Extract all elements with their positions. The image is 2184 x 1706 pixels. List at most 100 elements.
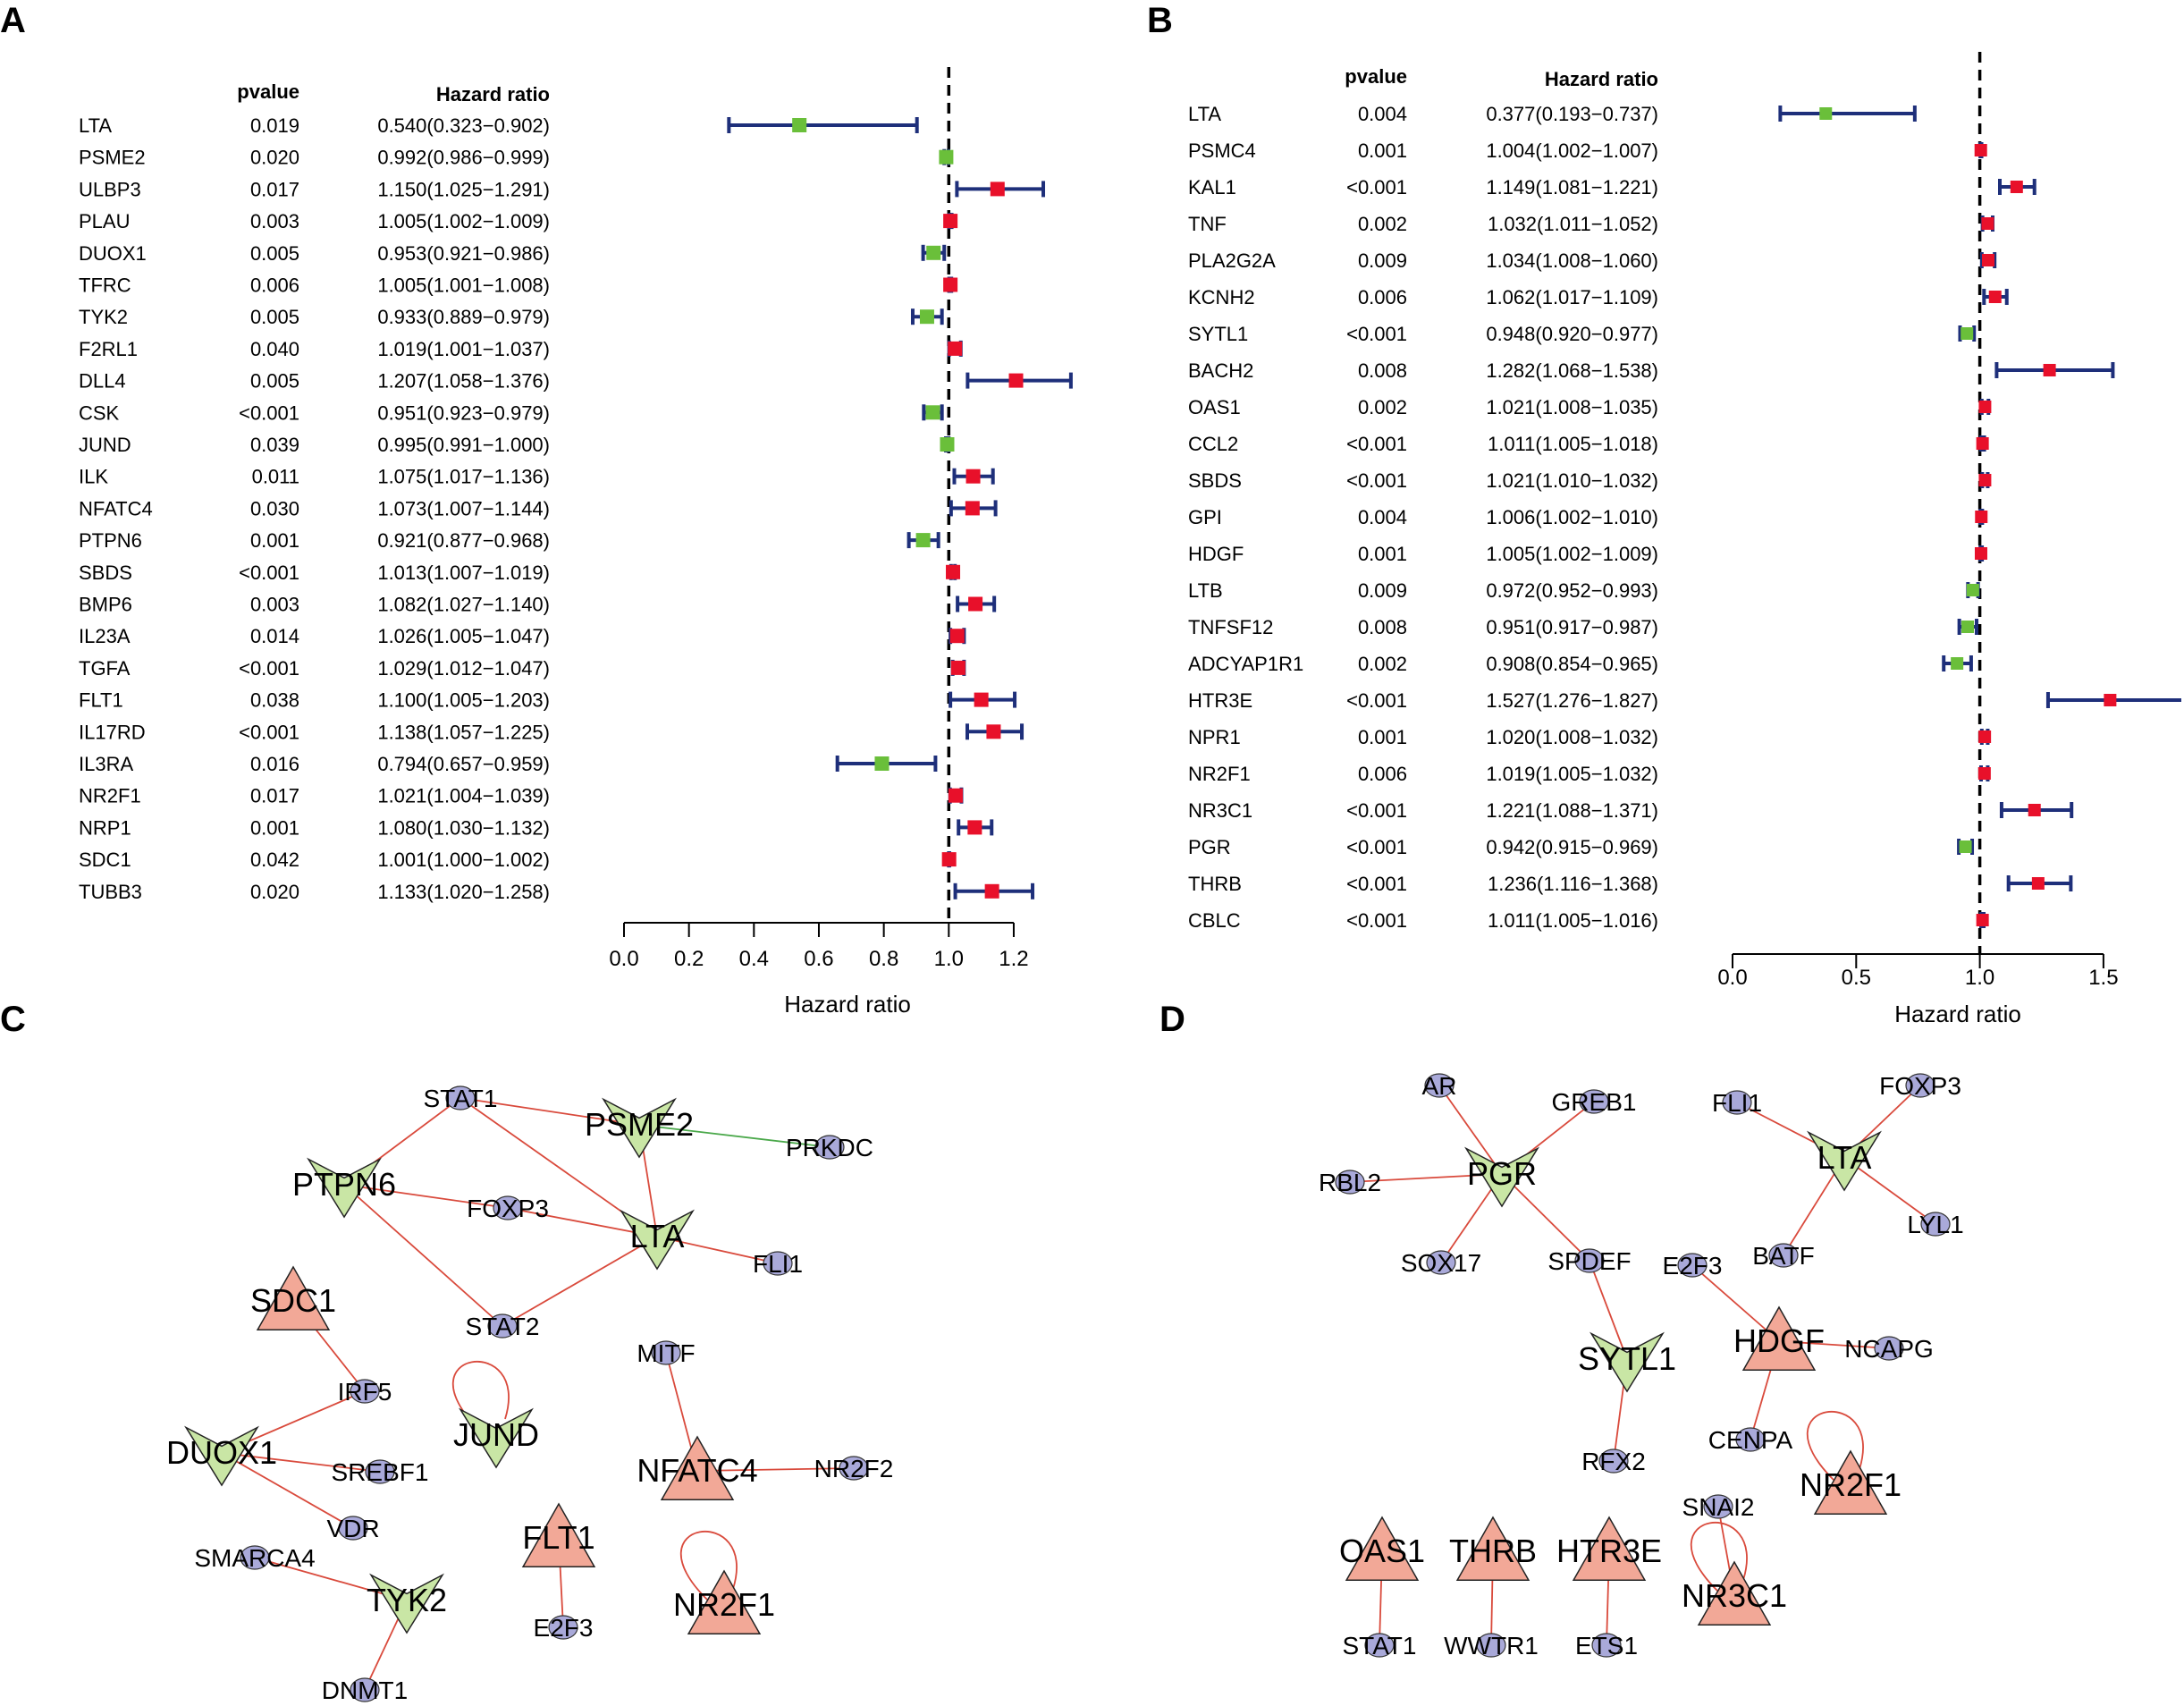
node-label: NR2F1 (673, 1586, 775, 1623)
gene-label: BMP6 (79, 594, 132, 616)
hr-point (1988, 291, 2002, 303)
pvalue-label: <0.001 (1346, 323, 1407, 345)
hr-label: 1.021(1.004−1.039) (377, 785, 550, 807)
panel-letter-d: D (1159, 1000, 1185, 1039)
panel-letter-b: B (1147, 1, 1173, 40)
tf-node (1598, 1448, 1629, 1474)
network-edge (502, 1236, 658, 1327)
hr-point (915, 533, 931, 548)
node-label: NCAPG (1844, 1335, 1934, 1363)
tf-node (445, 1085, 476, 1111)
network-edge (460, 1097, 640, 1126)
hr-label: 1.011(1.005−1.016) (1488, 909, 1658, 932)
hr-point (925, 405, 940, 420)
network-edge (343, 1184, 509, 1209)
tf-node (240, 1545, 270, 1570)
tf-node (493, 1195, 523, 1220)
hr-point (2028, 804, 2041, 816)
tf-node (338, 1516, 368, 1541)
network-edge (343, 1184, 503, 1327)
node-label: LYL1 (1907, 1211, 1963, 1238)
node-label: STAT2 (466, 1313, 540, 1340)
hr-point (943, 277, 958, 292)
risk-gene-node (521, 1502, 596, 1568)
hr-label: 1.034(1.008−1.060) (1486, 249, 1658, 272)
tf-node (763, 1251, 793, 1276)
tf-node (1920, 1212, 1951, 1237)
node-label: LTA (1817, 1139, 1872, 1176)
pvalue-label: 0.009 (1358, 249, 1407, 272)
hr-point (1819, 107, 1833, 120)
node-label: SREBF1 (332, 1458, 429, 1486)
tf-node (1424, 1073, 1455, 1098)
hr-label: 1.013(1.007−1.019) (377, 562, 550, 584)
protective-gene-node (184, 1425, 259, 1487)
node-label: JUND (453, 1416, 539, 1453)
gene-label: SDC1 (79, 849, 131, 871)
hr-point (990, 182, 1005, 197)
pvalue-label: 0.040 (250, 338, 299, 360)
hr-point (1951, 657, 1964, 670)
tf-node (1874, 1336, 1904, 1361)
risk-gene-node (1697, 1560, 1772, 1626)
pvalue-label: <0.001 (1346, 689, 1407, 712)
hr-label: 1.019(1.001−1.037) (377, 338, 550, 360)
hr-label: 1.011(1.005−1.018) (1488, 433, 1658, 455)
gene-label: NR2F1 (1188, 763, 1251, 785)
x-tick-label: 0.8 (869, 947, 898, 971)
hr-label: 0.921(0.877−0.968) (377, 529, 550, 552)
node-label: E2F3 (534, 1614, 594, 1642)
forest-plot-b: pvalue Hazard ratio LTA 0.004 0.377(0.193−0.… (1188, 52, 2181, 1027)
network-edge (1349, 1173, 1503, 1183)
hr-point (2104, 694, 2117, 706)
hr-label: 0.951(0.917−0.987) (1486, 616, 1658, 638)
gene-label: TYK2 (79, 306, 128, 328)
gene-label: KAL1 (1188, 176, 1236, 198)
node-label: PSME2 (585, 1106, 694, 1143)
protective-gene-node (602, 1097, 677, 1159)
hr-point (2043, 364, 2056, 376)
hr-point (1975, 511, 1988, 523)
tf-node (814, 1135, 845, 1160)
pvalue-label: 0.005 (250, 242, 299, 265)
gene-label: CBLC (1188, 909, 1241, 932)
pvalue-label: 0.017 (250, 178, 299, 200)
hr-label: 0.972(0.952−0.993) (1486, 579, 1658, 602)
hr-label: 1.029(1.012−1.047) (377, 657, 550, 680)
self-loop-edge (1690, 1521, 1748, 1592)
hr-point (1978, 401, 1992, 413)
pvalue-label: <0.001 (239, 562, 299, 584)
gene-label: LTA (1188, 103, 1221, 125)
hr-point (950, 660, 966, 675)
hr-label: 1.133(1.020−1.258) (377, 881, 550, 903)
node-label: DNMT1 (322, 1676, 408, 1704)
hr-point (1976, 914, 1989, 926)
tf-node (1426, 1250, 1456, 1275)
risk-gene-node (1345, 1516, 1420, 1582)
hr-point (1961, 621, 1975, 633)
protective-gene-node (459, 1407, 534, 1469)
hr-label: 1.020(1.008−1.032) (1486, 726, 1658, 748)
gene-label: IL17RD (79, 721, 146, 743)
hr-label: 1.005(1.001−1.008) (377, 274, 550, 297)
hr-label: 1.019(1.005−1.032) (1486, 763, 1658, 785)
gene-label: PSMC4 (1188, 139, 1256, 162)
risk-gene-node (687, 1569, 762, 1635)
hr-label: 1.032(1.011−1.052) (1488, 213, 1658, 235)
gene-label: NR3C1 (1188, 799, 1252, 822)
gene-label: DUOX1 (79, 242, 147, 265)
tf-node (1574, 1248, 1605, 1273)
network-edge (254, 1557, 408, 1601)
x-tick-label: 0.0 (1717, 966, 1747, 990)
node-label: RFX2 (1581, 1448, 1646, 1475)
self-loop-edge (679, 1530, 738, 1601)
x-axis-label-b: Hazard ratio (1894, 1001, 2021, 1027)
gene-label: PSME2 (79, 147, 146, 169)
hr-label: 0.540(0.323−0.902) (377, 114, 550, 137)
pvalue-label: <0.001 (1346, 469, 1407, 492)
pvalue-label: 0.004 (1358, 506, 1407, 528)
gene-label: THRB (1188, 873, 1242, 895)
network-c: PSME2 PTPN6 LTA DUOX1 JUND TYK2 SDC1 NFATC4 FLT1… (166, 1085, 893, 1704)
gene-label: NFATC4 (79, 497, 153, 519)
hr-label: 1.138(1.057−1.225) (377, 721, 550, 743)
